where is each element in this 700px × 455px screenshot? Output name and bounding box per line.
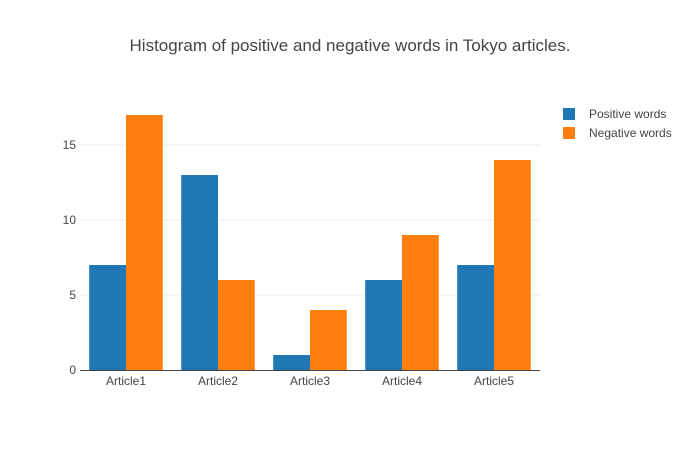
x-tick-label: Article2 [198, 374, 238, 388]
legend[interactable]: Positive words Negative words [563, 107, 672, 140]
bar-positive-words-article4[interactable] [365, 280, 402, 370]
chart-title: Histogram of positive and negative words… [130, 36, 571, 55]
bars [89, 115, 531, 370]
bar-positive-words-article5[interactable] [457, 265, 494, 370]
bar-negative-words-article3[interactable] [310, 310, 347, 370]
bar-negative-words-article5[interactable] [494, 160, 531, 370]
bar-negative-words-article1[interactable] [126, 115, 163, 370]
bar-positive-words-article1[interactable] [89, 265, 126, 370]
x-tick-label: Article3 [290, 374, 330, 388]
legend-label: Negative words [589, 126, 672, 140]
legend-item-negative-words[interactable]: Negative words [563, 126, 672, 140]
y-tick-label: 10 [63, 213, 77, 227]
legend-swatch [563, 108, 575, 120]
axes: 0 5 10 15 Article1 Article2 Article3 Article4 Ar… [63, 138, 540, 388]
x-tick-label: Article4 [382, 374, 422, 388]
legend-label: Positive words [589, 107, 666, 121]
legend-item-positive-words[interactable]: Positive words [563, 107, 666, 121]
y-tick-label: 15 [63, 138, 77, 152]
bar-negative-words-article2[interactable] [218, 280, 255, 370]
x-tick-label: Article1 [106, 374, 146, 388]
bar-negative-words-article4[interactable] [402, 235, 439, 370]
y-tick-label: 5 [69, 288, 76, 302]
y-tick-label: 0 [69, 363, 76, 377]
bar-positive-words-article2[interactable] [181, 175, 218, 370]
x-tick-label: Article5 [474, 374, 514, 388]
legend-swatch [563, 127, 575, 139]
bar-positive-words-article3[interactable] [273, 355, 310, 370]
